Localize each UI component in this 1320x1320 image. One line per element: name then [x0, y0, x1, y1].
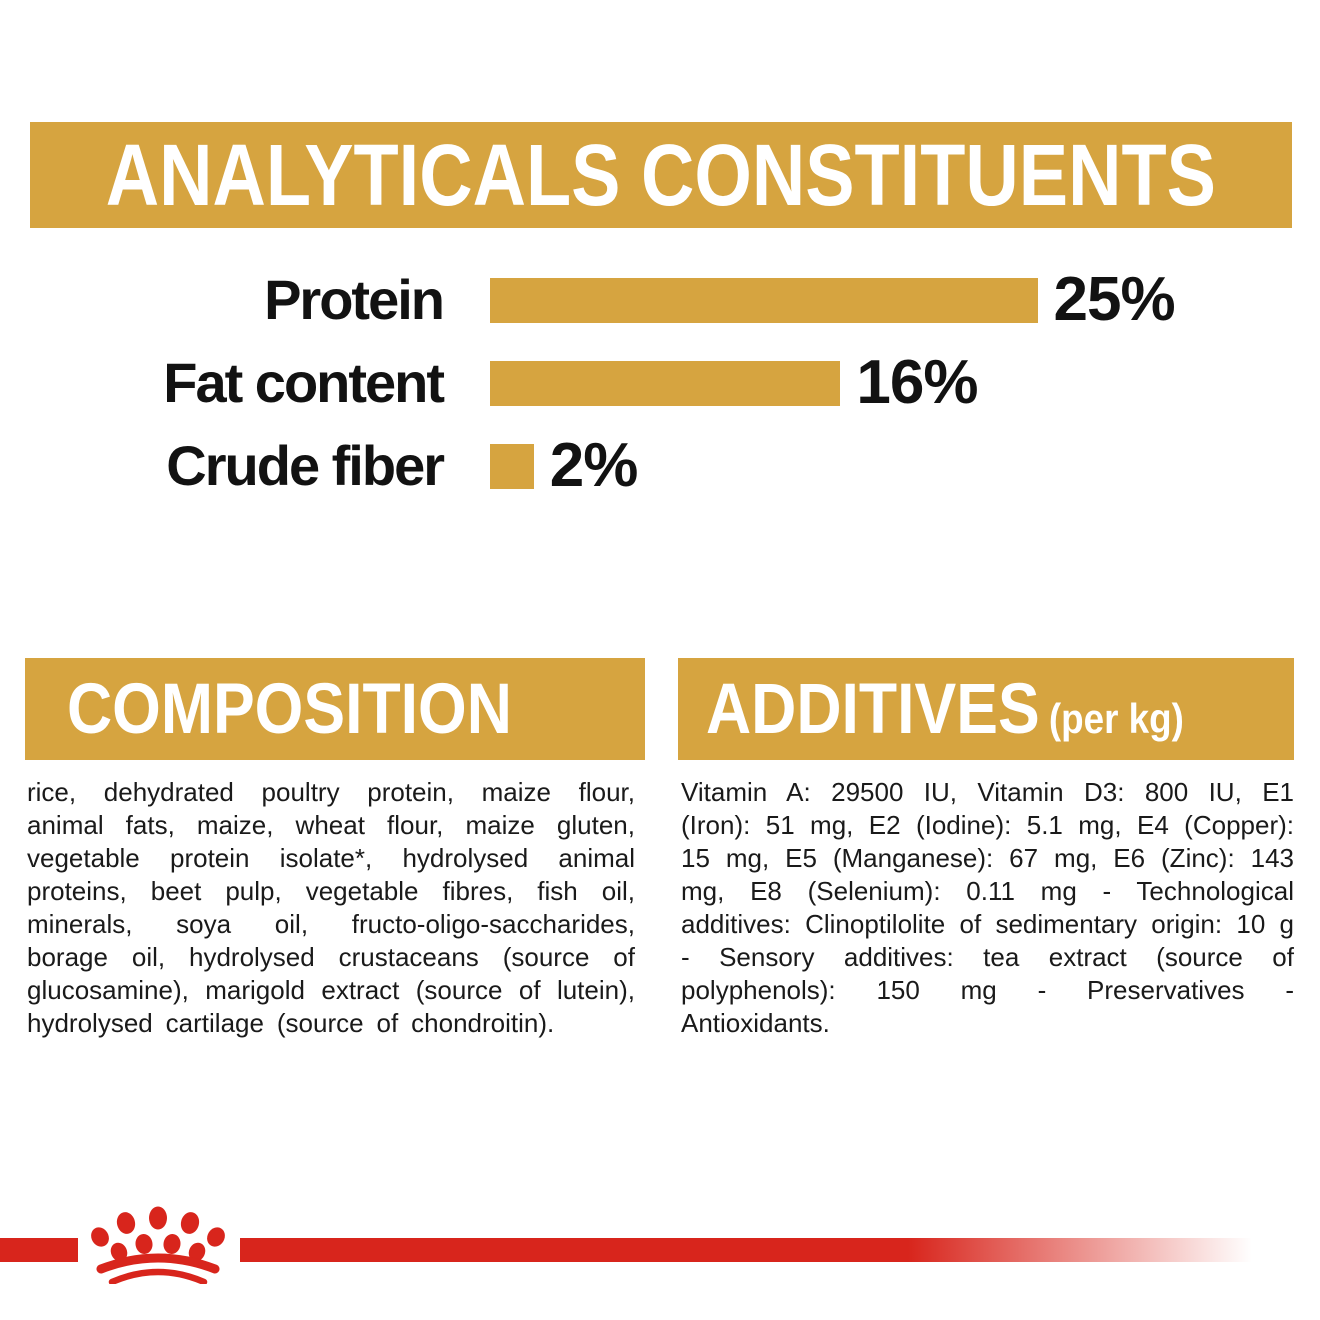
bar-label: Fat content — [163, 351, 445, 414]
analyticals-bar-chart: Protein 25% Fat content 16% Crude fiber 2% — [58, 268, 1175, 517]
bar-value-label: 16% — [856, 348, 978, 417]
chart-row: Protein 25% — [58, 265, 1176, 334]
bar-label: Crude fiber — [166, 434, 445, 497]
additives-body: Vitamin A: 29500 IU, Vitamin D3: 800 IU,… — [681, 777, 1294, 1038]
bar — [490, 443, 534, 489]
red-stripe-right — [240, 1238, 1252, 1262]
additives-banner: ADDITIVES (per kg) — [678, 658, 1294, 760]
analyticals-title: ANALYTICALS CONSTITUENTS — [105, 125, 1217, 224]
composition-banner: COMPOSITION — [25, 658, 645, 760]
analyticals-banner: ANALYTICALS CONSTITUENTS — [30, 122, 1292, 228]
bar-value-label: 2% — [549, 431, 639, 500]
additives-title-suffix: (per kg) — [1048, 696, 1184, 743]
bar — [490, 277, 1038, 323]
chart-row: Fat content 16% — [58, 351, 1175, 415]
bar — [490, 360, 841, 406]
composition-body: rice, dehydrated poultry protein, maize … — [27, 777, 635, 1038]
additives-title: ADDITIVES (per kg) — [706, 668, 1184, 750]
royal-canin-crown-logo — [91, 1206, 225, 1284]
bar-label: Protein — [264, 268, 445, 331]
chart-row: Crude fiber 2% — [58, 434, 1175, 498]
red-stripe-left — [0, 1238, 78, 1262]
composition-title: COMPOSITION — [67, 669, 512, 749]
bar-value-label: 25% — [1053, 265, 1176, 334]
additives-title-text: ADDITIVES — [706, 669, 1040, 749]
